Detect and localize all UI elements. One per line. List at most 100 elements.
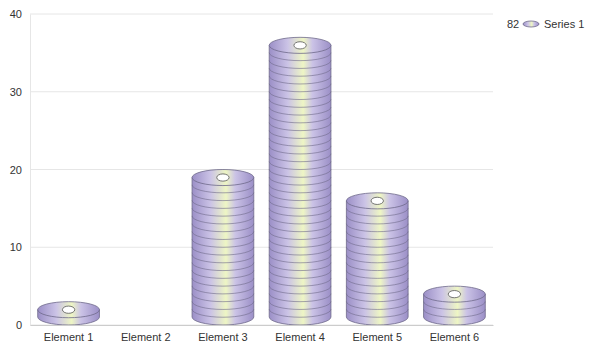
disc-top: [424, 286, 486, 302]
x-tick: Element 2: [121, 331, 171, 343]
y-axis: 0 10 20 30 40: [10, 8, 31, 331]
disc-edge: [269, 146, 331, 154]
disc-edge: [269, 91, 331, 99]
disc-edge: [346, 294, 408, 302]
disc-edge: [346, 301, 408, 309]
disc-edge: [269, 99, 331, 107]
grid-line: [30, 169, 493, 170]
grid-line: [30, 14, 493, 15]
disc-edge: [192, 185, 254, 193]
disc-edge: [269, 263, 331, 271]
disc-edge: [269, 231, 331, 239]
y-tick-label: 30: [10, 86, 22, 98]
disc-stack: [192, 170, 254, 326]
disc-edge: [192, 208, 254, 216]
disc-edge: [346, 278, 408, 286]
disc-edge: [192, 301, 254, 309]
y-tick-label: 20: [10, 164, 22, 176]
disc-edge: [424, 301, 486, 309]
x-tick: Element 4: [275, 331, 325, 343]
disc-edge: [346, 309, 408, 317]
disc-edge: [269, 177, 331, 185]
x-axis: Element 1 Element 2 Element 3 Element 4 Elem…: [31, 326, 494, 343]
disc-edge: [269, 255, 331, 263]
disc-hole: [62, 306, 74, 313]
disc-edge: [192, 294, 254, 302]
x-tick-label: Element 5: [352, 331, 402, 343]
bar: [269, 45, 331, 325]
x-tick: Element 1: [44, 331, 94, 343]
disc-edge: [269, 53, 331, 61]
disc-edge: [424, 309, 486, 317]
disc-stack: [269, 37, 331, 325]
disc-edge: [346, 239, 408, 247]
y-tick-label: 10: [10, 241, 22, 253]
disc-edge: [269, 84, 331, 92]
disc-edge: [269, 123, 331, 131]
x-tick: Element 3: [198, 331, 248, 343]
y-tick-label: 0: [16, 319, 22, 331]
y-axis-line: [30, 15, 31, 326]
disc-edge: [346, 224, 408, 232]
x-tick-label: Element 1: [44, 331, 94, 343]
disc-edge: [192, 270, 254, 278]
disc-stack: [38, 302, 100, 325]
disc-edge: [346, 270, 408, 278]
disc-edge: [269, 301, 331, 309]
legend-label: Series 1: [544, 18, 584, 30]
plot: 010203040Element 1Element 2Element 3Elem…: [10, 8, 494, 343]
disc-edge: [269, 138, 331, 146]
disc-edge: [192, 255, 254, 263]
disc-hole: [371, 197, 383, 204]
disc-edge: [269, 161, 331, 169]
disc-edge: [192, 193, 254, 201]
disc-edge: [269, 115, 331, 123]
x-tick-label: Element 2: [121, 331, 171, 343]
chart: 010203040Element 1Element 2Element 3Elem…: [0, 0, 591, 351]
disc-edge: [192, 224, 254, 232]
disc-edge: [192, 231, 254, 239]
y-tick: 10: [10, 241, 22, 253]
disc-top: [269, 37, 331, 53]
disc-edge: [269, 169, 331, 177]
disc-edge: [269, 185, 331, 193]
disc-edge: [346, 216, 408, 224]
grid-line: [30, 247, 493, 248]
disc-top: [38, 302, 100, 318]
x-tick-label: Element 3: [198, 331, 248, 343]
disc-edge: [269, 193, 331, 201]
disc-edge: [346, 247, 408, 255]
disc-edge: [192, 309, 254, 317]
disc-edge: [346, 255, 408, 263]
grid-line: [30, 91, 493, 92]
disc-hole: [448, 291, 460, 298]
x-axis-line: [31, 325, 494, 326]
legend: 82 Series 1: [507, 18, 584, 30]
disc-edge: [269, 130, 331, 138]
disc-hole: [294, 42, 306, 49]
legend-total: 82: [507, 18, 519, 30]
disc-edge: [269, 68, 331, 76]
disc-edge: [192, 263, 254, 271]
disc-top: [192, 170, 254, 186]
disc-edge: [192, 216, 254, 224]
disc-edge: [269, 107, 331, 115]
disc-edge: [192, 247, 254, 255]
disc-top: [346, 193, 408, 209]
disc-edge: [269, 309, 331, 317]
grid-line: [30, 325, 493, 326]
x-tick-label: Element 4: [275, 331, 325, 343]
bar: [192, 178, 254, 325]
disc-edge: [269, 76, 331, 84]
y-tick: 40: [10, 8, 22, 20]
y-tick: 20: [10, 164, 22, 176]
disc-hole: [217, 174, 229, 181]
disc-edge: [269, 239, 331, 247]
disc-edge: [269, 247, 331, 255]
legend-item: 82 Series 1: [507, 18, 584, 30]
legend-swatch: [523, 21, 539, 27]
y-tick: 30: [10, 86, 22, 98]
disc-edge: [269, 200, 331, 208]
disc-edge: [192, 286, 254, 294]
disc-edge: [192, 239, 254, 247]
